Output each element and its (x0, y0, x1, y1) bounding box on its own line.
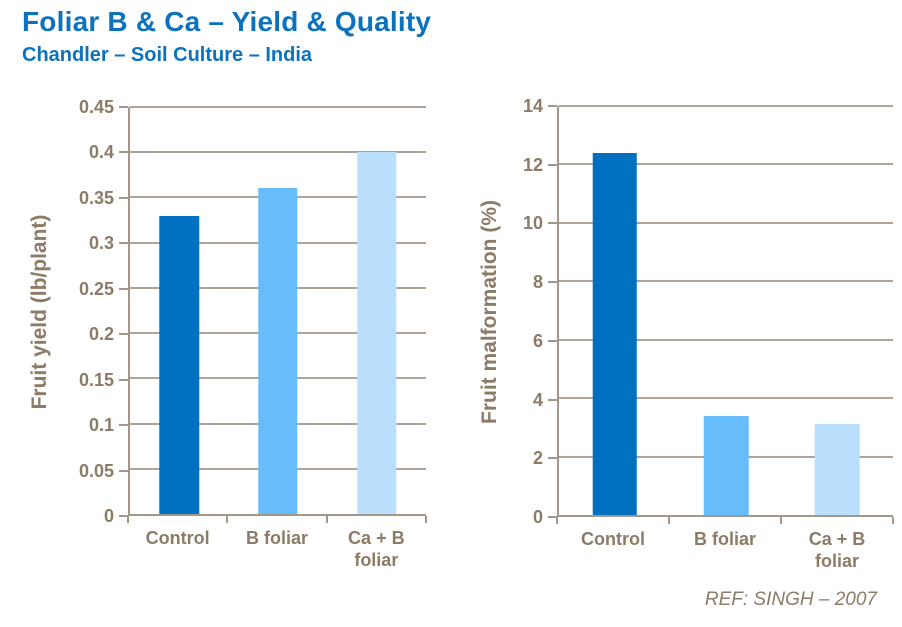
y-tick-label: 2 (532, 448, 543, 469)
reference-text: REF: SINGH – 2007 (704, 589, 877, 610)
x-category-label: Ca + B foliar (348, 528, 405, 570)
page-subtitle: Chandler – Soil Culture – India (22, 44, 313, 66)
y-tick-mark (548, 339, 557, 342)
x-tick-mark (425, 516, 427, 523)
y-tick-mark (119, 242, 128, 245)
gridline (130, 151, 426, 154)
y-tick-mark (119, 151, 128, 154)
y-tick-mark (119, 469, 128, 472)
fruit-yield-chart: Fruit yield (lb/plant) 0 0.05 0.1 0.15 0.2 0.… (28, 98, 427, 570)
y-tick-label: 6 (532, 330, 543, 351)
y-tick-label: 0.45 (78, 97, 114, 117)
plot-area (128, 106, 426, 516)
y-axis-title: Fruit yield (lb/plant) (28, 214, 51, 409)
y-tick-mark (548, 222, 557, 225)
y-tick-label: 0.35 (78, 187, 114, 208)
y-tick-label: 0.1 (88, 415, 114, 436)
gridline (559, 105, 893, 107)
bar-control (159, 215, 200, 514)
gridline (559, 221, 893, 224)
y-tick-label: 8 (532, 272, 543, 293)
x-category-label: Ca + B foliar (808, 529, 866, 571)
y-tick-mark (119, 333, 128, 336)
y-tick-mark (548, 516, 557, 518)
x-tick-mark (325, 516, 328, 523)
y-tick-mark (548, 457, 557, 460)
y-tick-label: 12 (522, 154, 543, 175)
x-category-label: B foliar (245, 528, 309, 548)
x-tick-mark (226, 516, 229, 523)
y-tick-mark (119, 424, 128, 427)
y-tick-label: 0 (103, 506, 114, 526)
y-tick-mark (119, 515, 128, 517)
y-axis-title: Fruit malformation (%) (478, 199, 501, 424)
x-category-label: B foliar (693, 529, 757, 549)
bar-control (592, 152, 637, 515)
y-tick-label: 0.15 (78, 369, 114, 390)
y-tick-mark (548, 281, 557, 284)
y-tick-label: 0.4 (88, 142, 114, 163)
x-tick-mark (780, 517, 782, 524)
gridline (559, 280, 893, 283)
y-tick-mark (119, 106, 128, 108)
y-tick-label: 0.25 (78, 278, 114, 299)
x-tick-mark (556, 517, 558, 524)
gridline (130, 106, 426, 108)
y-tick-mark (119, 196, 128, 199)
y-tick-label: 14 (522, 96, 543, 116)
y-tick-label: 0.05 (78, 460, 114, 481)
y-tick-mark (548, 163, 557, 166)
y-tick-label: 0.3 (88, 233, 114, 254)
x-category-label: Control (581, 529, 645, 549)
y-tick-label: 0.2 (88, 324, 114, 345)
y-tick-mark (548, 398, 557, 401)
y-tick-label: 10 (522, 213, 543, 234)
x-tick-mark (668, 517, 670, 524)
fruit-malformation-chart: Fruit malformation (%) 0 2 4 6 8 10 12 14 Contro… (478, 97, 894, 571)
y-tick-mark (119, 378, 128, 381)
gridline (559, 397, 893, 400)
bar-b-foliar (258, 188, 298, 514)
bar-ca-b-foliar (815, 424, 860, 515)
y-tick-label: 0 (532, 507, 543, 527)
x-category-label: Control (145, 528, 210, 548)
x-tick-mark (127, 516, 129, 523)
plot-area (557, 105, 893, 517)
x-tick-mark (892, 517, 894, 524)
y-tick-mark (548, 105, 557, 107)
gridline (559, 338, 893, 341)
gridline (559, 163, 893, 166)
bar-ca-b-foliar (356, 152, 397, 514)
y-tick-mark (119, 287, 128, 290)
bar-b-foliar (703, 415, 749, 515)
page-title: Foliar B & Ca – Yield & Quality (22, 6, 432, 37)
y-tick-label: 4 (532, 389, 543, 410)
